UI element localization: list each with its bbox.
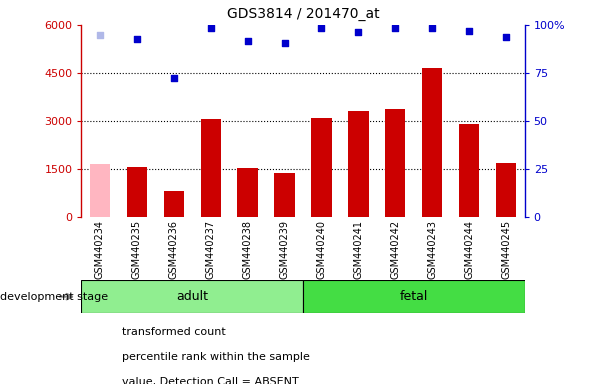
- Bar: [201, 119, 221, 217]
- Title: GDS3814 / 201470_at: GDS3814 / 201470_at: [227, 7, 379, 21]
- Bar: [274, 173, 295, 217]
- Point: [243, 38, 253, 45]
- Point: [317, 25, 326, 31]
- Text: GSM440242: GSM440242: [390, 220, 400, 279]
- Bar: [311, 118, 332, 217]
- Point: [391, 25, 400, 31]
- Text: GSM440236: GSM440236: [169, 220, 178, 279]
- Bar: [90, 164, 110, 217]
- Point: [501, 35, 511, 41]
- Text: value, Detection Call = ABSENT: value, Detection Call = ABSENT: [122, 377, 298, 384]
- Text: fetal: fetal: [400, 290, 428, 303]
- Point: [353, 29, 363, 35]
- Point: [95, 31, 105, 38]
- Text: GSM440239: GSM440239: [280, 220, 289, 279]
- Bar: [163, 191, 184, 217]
- Text: adult: adult: [176, 290, 208, 303]
- Text: transformed count: transformed count: [122, 327, 226, 337]
- Point: [280, 40, 289, 46]
- Text: GSM440237: GSM440237: [206, 220, 216, 279]
- Point: [206, 25, 215, 31]
- Text: GSM440235: GSM440235: [132, 220, 142, 279]
- Point: [169, 75, 178, 81]
- Text: GSM440245: GSM440245: [501, 220, 511, 279]
- Text: GSM440238: GSM440238: [242, 220, 253, 279]
- Text: development stage: development stage: [0, 291, 108, 302]
- Bar: [238, 168, 257, 217]
- Bar: [496, 162, 516, 217]
- Bar: [349, 111, 368, 217]
- Point: [132, 36, 142, 43]
- Text: GSM440244: GSM440244: [464, 220, 474, 279]
- Text: GSM440241: GSM440241: [353, 220, 364, 279]
- Bar: [385, 109, 405, 217]
- Bar: [303, 280, 525, 313]
- Bar: [127, 167, 147, 217]
- Text: GSM440243: GSM440243: [428, 220, 437, 279]
- Point: [428, 25, 437, 31]
- Point: [464, 28, 474, 34]
- Text: GSM440234: GSM440234: [95, 220, 105, 279]
- Bar: [459, 124, 479, 217]
- Bar: [81, 280, 303, 313]
- Bar: [422, 68, 443, 217]
- Text: percentile rank within the sample: percentile rank within the sample: [122, 352, 310, 362]
- Text: GSM440240: GSM440240: [317, 220, 326, 279]
